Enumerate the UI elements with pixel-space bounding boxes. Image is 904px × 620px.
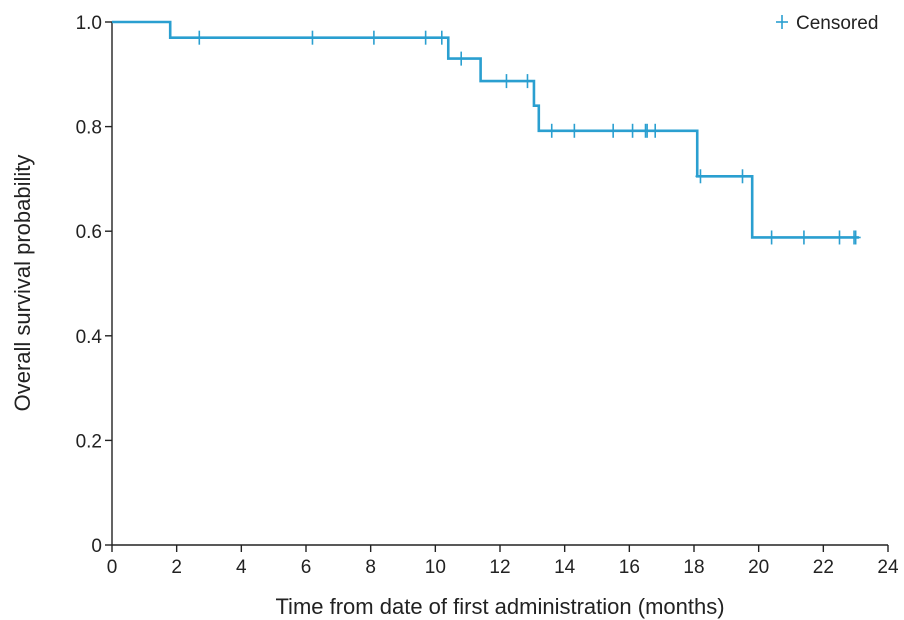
- y-tick-label-1: 0.2: [76, 431, 102, 452]
- x-tick-label-10: 20: [748, 557, 769, 578]
- y-tick-label-3: 0.6: [76, 222, 102, 243]
- plot-area: [112, 20, 861, 245]
- x-tick-label-3: 6: [301, 557, 312, 578]
- y-axis-title: Overall survival probability: [10, 155, 35, 412]
- y-tick-label-4: 0.8: [76, 118, 102, 139]
- censor-mark: [420, 30, 431, 45]
- y-tick-label-2: 0.4: [76, 327, 103, 348]
- censor-mark: [307, 30, 318, 45]
- x-tick-label-5: 10: [425, 557, 446, 578]
- x-tick-label-8: 16: [619, 557, 640, 578]
- censor-mark: [766, 230, 777, 245]
- censor-mark: [456, 51, 467, 66]
- censor-mark: [834, 230, 845, 245]
- x-tick-label-12: 24: [877, 557, 899, 578]
- censor-mark: [194, 30, 205, 45]
- legend: Censored: [776, 13, 878, 34]
- censor-mark: [737, 169, 748, 184]
- y-tick-label-5: 1.0: [76, 13, 102, 34]
- censor-mark: [436, 30, 447, 45]
- censor-mark: [569, 123, 580, 138]
- axes: [111, 22, 888, 546]
- x-tick-label-11: 22: [813, 557, 834, 578]
- x-tick-label-6: 12: [489, 557, 510, 578]
- legend-censored-label: Censored: [796, 13, 878, 34]
- censor-mark: [650, 123, 661, 138]
- censor-mark: [608, 123, 619, 138]
- censor-mark: [546, 123, 557, 138]
- censor-mark: [850, 230, 861, 245]
- x-axis-title: Time from date of first administration (…: [275, 594, 724, 619]
- x-tick-label-0: 0: [107, 557, 118, 578]
- censor-mark: [627, 123, 638, 138]
- x-tick-label-9: 18: [683, 557, 704, 578]
- censor-mark: [368, 30, 379, 45]
- x-tick-label-4: 8: [365, 557, 376, 578]
- y-ticks: 0 0.2 0.4 0.6 0.8 1.0: [76, 13, 112, 557]
- censor-mark: [798, 230, 809, 245]
- x-tick-label-2: 4: [236, 557, 247, 578]
- censor-mark: [695, 169, 706, 184]
- censor-mark: [522, 74, 533, 89]
- x-tick-label-7: 14: [554, 557, 576, 578]
- survival-curve-0: [112, 20, 859, 239]
- legend-censored-marker: [776, 15, 788, 29]
- censor-mark: [501, 74, 512, 89]
- x-tick-label-1: 2: [171, 557, 182, 578]
- x-ticks: 0 2 4 6 8 10 12 14 16 18 20 22 24: [107, 545, 899, 578]
- y-tick-label-0: 0: [91, 536, 102, 557]
